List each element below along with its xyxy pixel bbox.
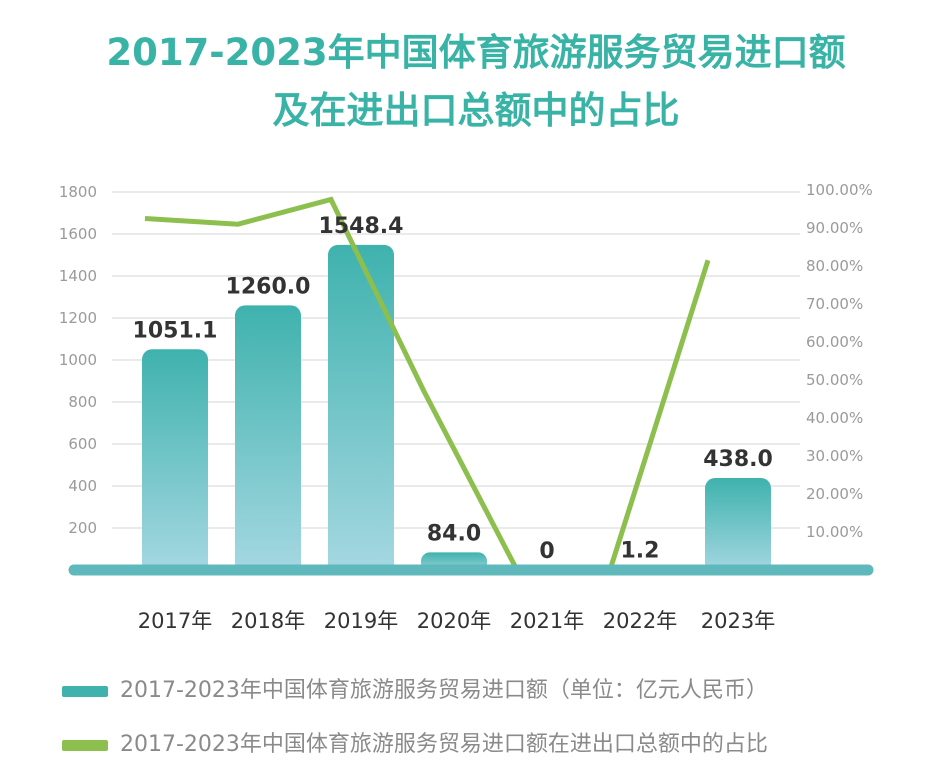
right-tick-label: 40.00% xyxy=(806,409,863,427)
chart-title-line2: 及在进出口总额中的占比 xyxy=(272,89,680,132)
chart-title-line1: 2017-2023年中国体育旅游服务贸易进口额 xyxy=(106,31,846,74)
legend-swatch-line xyxy=(62,740,108,751)
data-label: 1548.4 xyxy=(319,214,404,239)
left-tick-label: 1600 xyxy=(59,225,97,243)
left-tick-label: 1000 xyxy=(59,351,97,369)
left-axis: 200 400 600 800 1000 1200 1400 1600 1800 xyxy=(59,183,97,537)
data-labels: 1051.1 1260.0 1548.4 84.0 0 1.2 438.0 xyxy=(133,214,773,564)
left-tick-label: 400 xyxy=(68,477,97,495)
category-label: 2019年 xyxy=(324,609,398,633)
bar xyxy=(705,478,771,574)
legend-swatch-bar xyxy=(62,686,108,697)
category-label: 2020年 xyxy=(417,609,491,633)
left-tick-label: 1400 xyxy=(59,267,97,285)
category-label: 2018年 xyxy=(231,609,305,633)
gridlines xyxy=(112,191,800,529)
data-label: 1260.0 xyxy=(226,274,311,299)
legend-label-share: 2017-2023年中国体育旅游服务贸易进口额在进出口总额中的占比 xyxy=(120,732,768,757)
legend-label-import-amount: 2017-2023年中国体育旅游服务贸易进口额（单位：亿元人民币） xyxy=(120,678,768,703)
bar-series xyxy=(142,244,771,574)
line-series xyxy=(144,196,711,573)
right-tick-label: 60.00% xyxy=(806,333,863,351)
bar xyxy=(142,349,208,574)
category-label: 2022年 xyxy=(603,609,677,633)
bar xyxy=(328,244,394,574)
left-tick-label: 600 xyxy=(68,435,97,453)
right-tick-label: 20.00% xyxy=(806,485,863,503)
right-tick-label: 30.00% xyxy=(806,447,863,465)
right-tick-label: 50.00% xyxy=(806,371,863,389)
left-tick-label: 200 xyxy=(68,519,97,537)
category-axis: 2017年 2018年 2019年 2020年 2021年 2022年 2023年 xyxy=(138,609,775,633)
category-label: 2017年 xyxy=(138,609,212,633)
data-label: 0 xyxy=(539,539,554,564)
right-tick-label: 80.00% xyxy=(806,257,863,275)
right-axis: 10.00% 20.00% 30.00% 40.00% 50.00% 60.00% 70.0… xyxy=(806,181,873,541)
left-tick-label: 1200 xyxy=(59,309,97,327)
right-tick-label: 10.00% xyxy=(806,523,863,541)
left-tick-label: 800 xyxy=(68,393,97,411)
data-label: 1.2 xyxy=(621,539,660,564)
data-label: 1051.1 xyxy=(133,318,218,343)
right-tick-label: 70.00% xyxy=(806,295,863,313)
left-tick-label: 1800 xyxy=(59,183,97,201)
right-tick-label: 100.00% xyxy=(806,181,873,199)
right-tick-label: 90.00% xyxy=(806,219,863,237)
bar xyxy=(235,305,301,574)
data-label: 84.0 xyxy=(427,521,481,546)
category-label: 2021年 xyxy=(510,609,584,633)
category-label: 2023年 xyxy=(701,609,775,633)
share-line xyxy=(144,196,711,573)
data-label: 438.0 xyxy=(703,447,773,472)
